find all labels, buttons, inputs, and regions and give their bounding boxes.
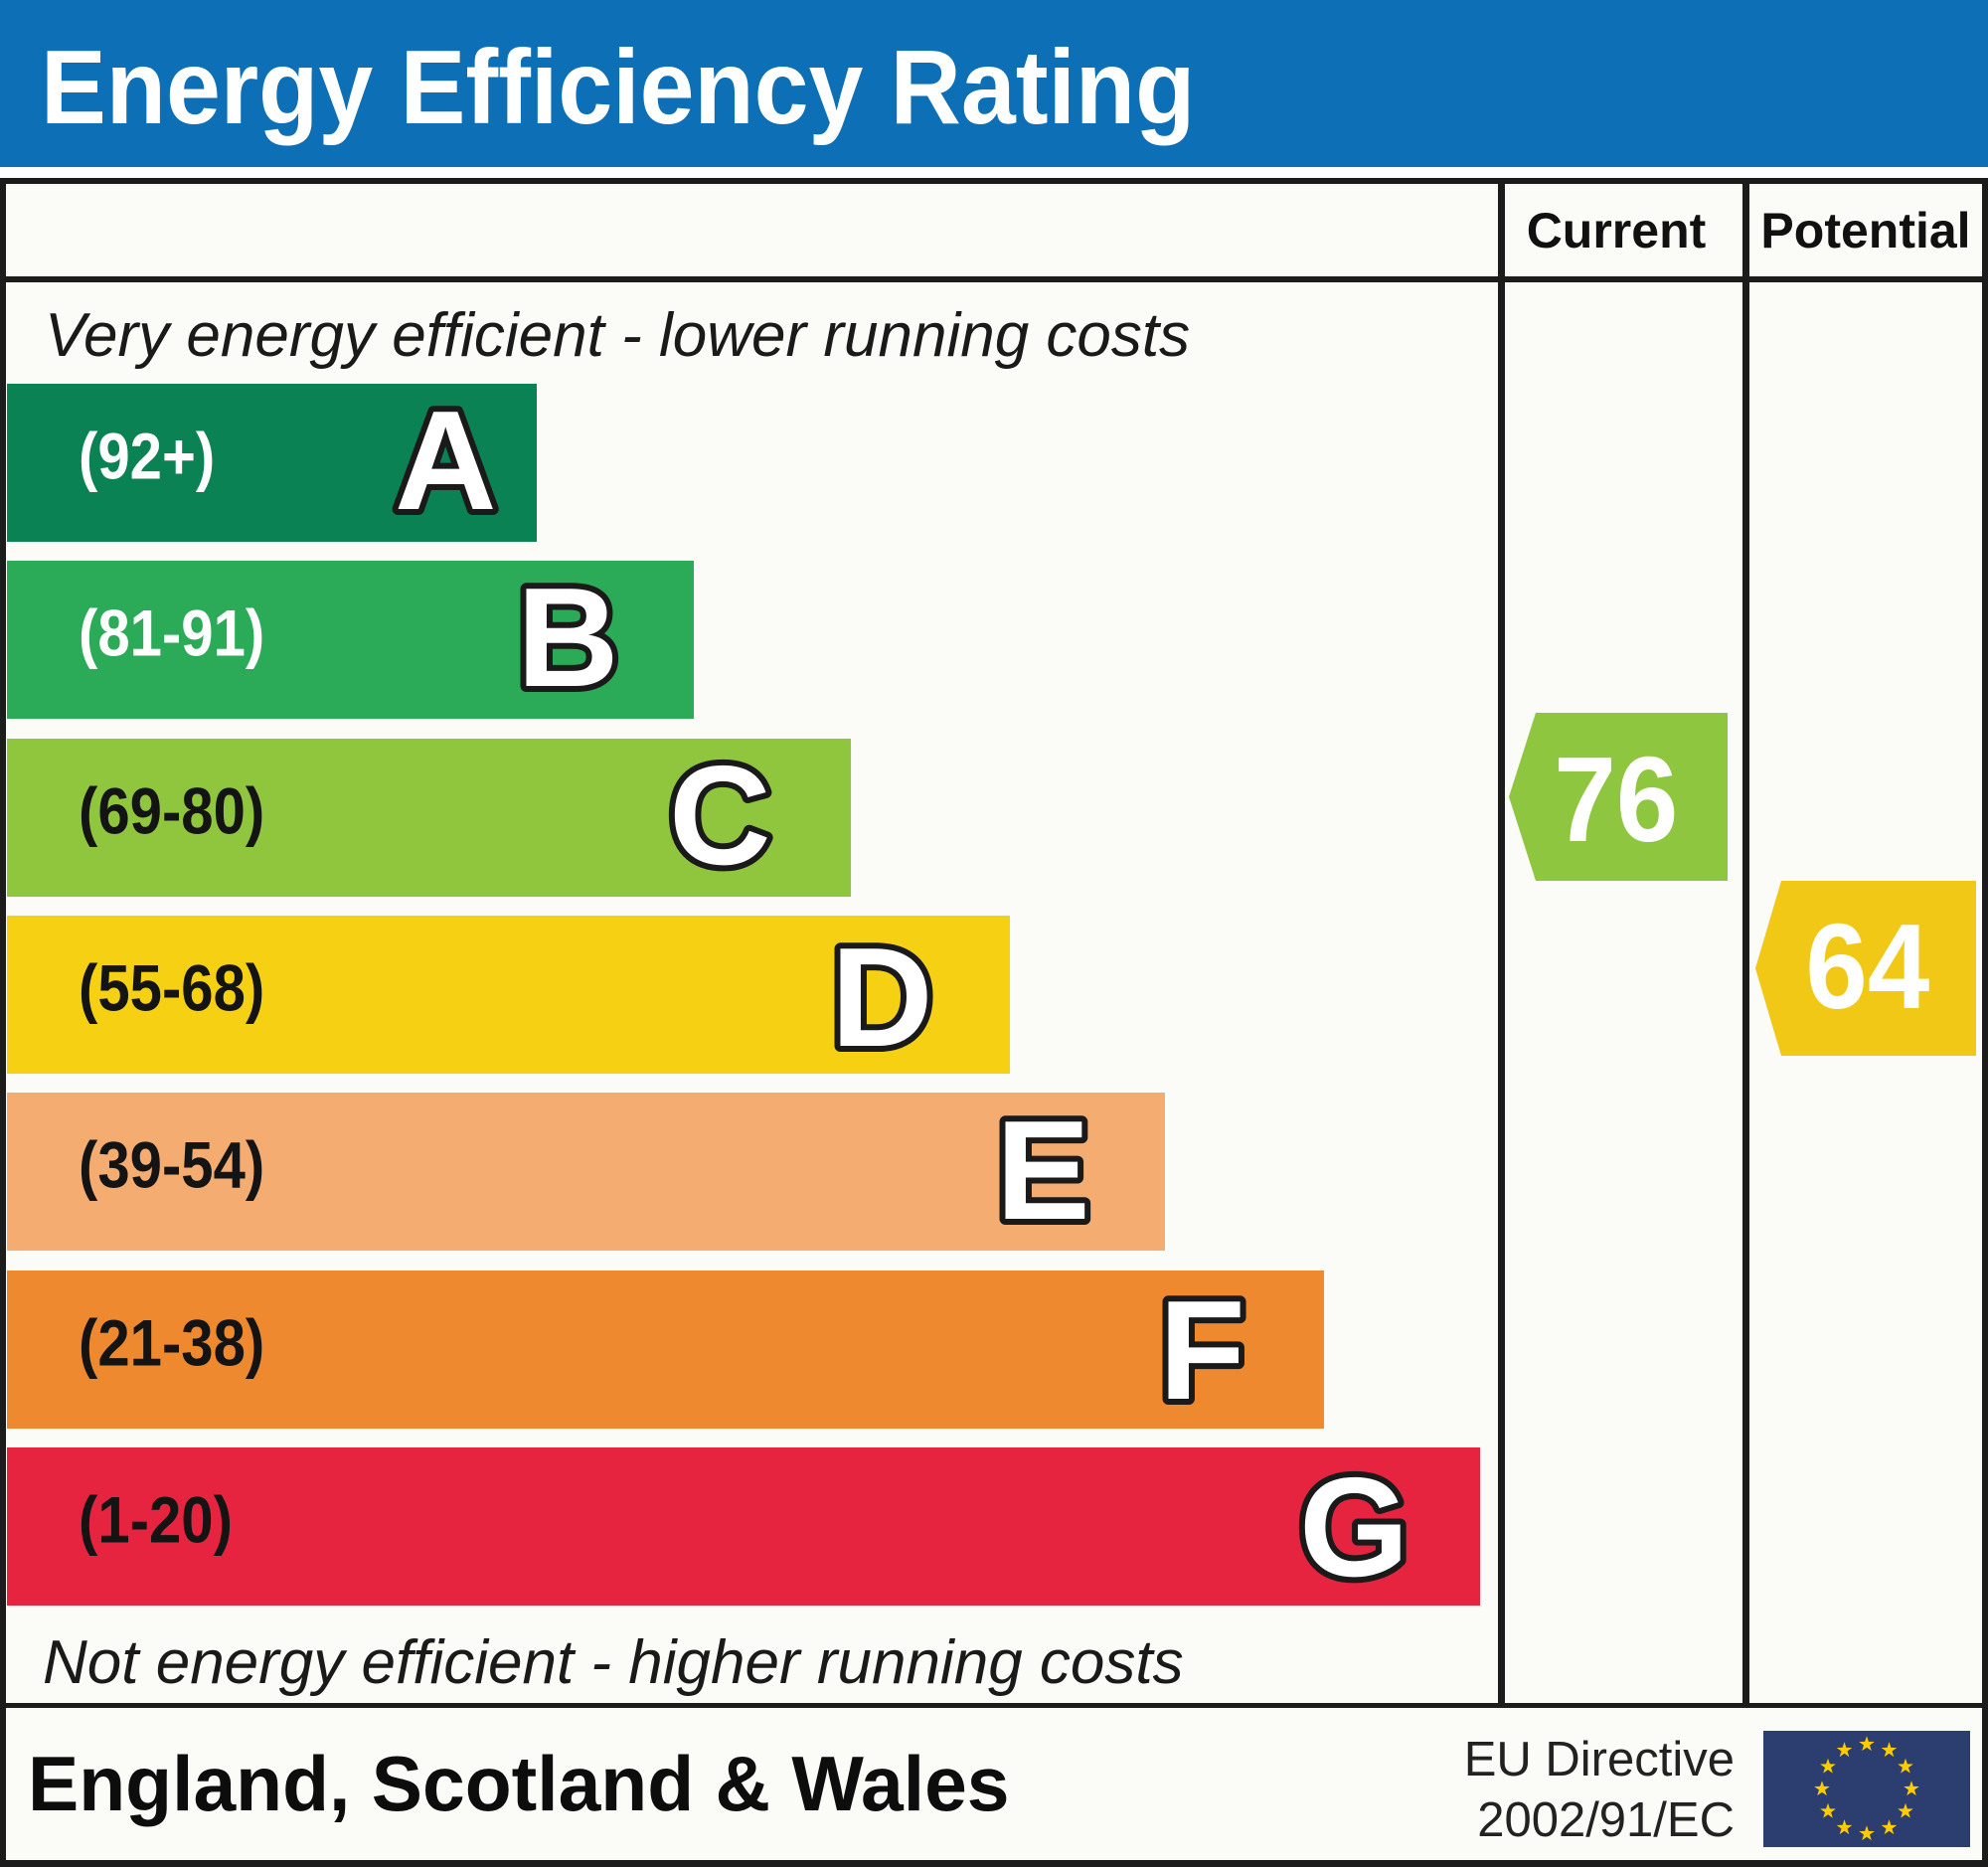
svg-text:F: F bbox=[1159, 1272, 1245, 1430]
svg-text:A: A bbox=[395, 382, 497, 540]
svg-text:E: E bbox=[996, 1092, 1090, 1250]
svg-text:D: D bbox=[831, 919, 933, 1077]
svg-text:C: C bbox=[669, 737, 771, 895]
svg-text:B: B bbox=[517, 559, 619, 717]
svg-text:G: G bbox=[1299, 1448, 1408, 1607]
